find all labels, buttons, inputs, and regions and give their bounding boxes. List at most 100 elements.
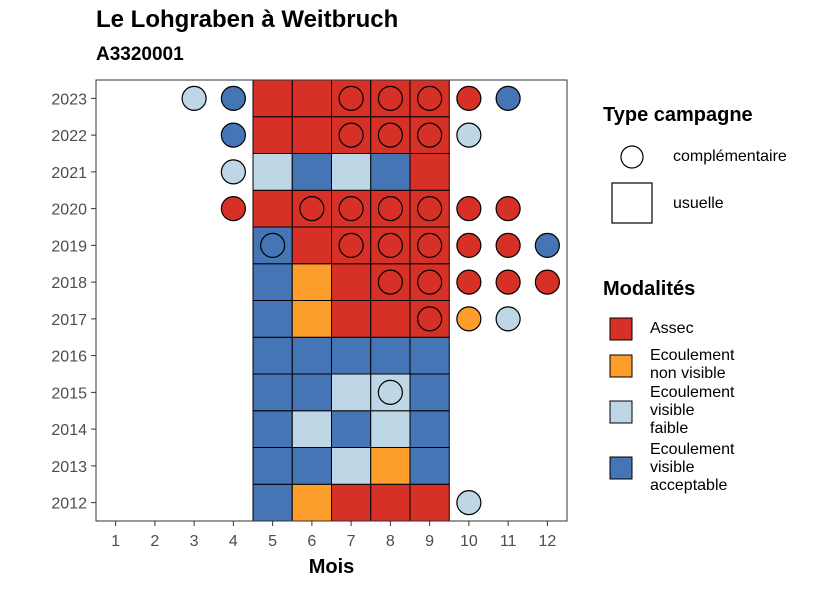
campaign-marker <box>495 269 521 295</box>
campaign-marker <box>456 306 482 332</box>
y-tick-label: 2014 <box>51 422 87 439</box>
x-tick-label: 5 <box>268 533 277 550</box>
legend-color-swatch <box>609 317 633 341</box>
campaign-marker <box>456 85 482 111</box>
y-tick-label: 2016 <box>51 349 87 366</box>
legend-color-swatch <box>609 354 633 378</box>
heatmap-cell <box>291 336 332 375</box>
heatmap-cell <box>291 263 332 301</box>
campaign-marker <box>338 196 364 222</box>
legend-complementaire-label: complémentaire <box>673 148 787 165</box>
heatmap-cell <box>409 483 450 522</box>
heatmap-cell <box>252 153 293 191</box>
heatmap-cell <box>291 300 332 338</box>
x-tick-label: 8 <box>386 533 395 550</box>
heatmap-cell <box>409 373 450 412</box>
heatmap-cell <box>291 226 332 265</box>
legend-color-swatch <box>609 400 633 424</box>
complementary-campaign-markers <box>181 85 560 516</box>
x-tick-label: 6 <box>307 533 316 550</box>
heatmap-cell <box>252 483 293 522</box>
legend-color-swatch <box>609 456 633 480</box>
legend-shapes <box>609 145 653 480</box>
heatmap-cell <box>331 336 372 375</box>
campaign-marker <box>456 232 482 258</box>
heatmap-cell <box>331 300 372 338</box>
legend-ecoulement-visible-acceptable-label: Ecoulement visible acceptable <box>650 441 735 495</box>
campaign-marker <box>299 196 325 222</box>
legend-ecoulement-non-visible-label: Ecoulement non visible <box>650 347 735 383</box>
heatmap-cell <box>252 300 293 338</box>
x-tick-label: 7 <box>347 533 356 550</box>
campaign-marker <box>456 122 482 148</box>
heatmap-cell <box>409 410 450 448</box>
heatmap-cell <box>291 79 332 118</box>
heatmap-cell <box>370 300 411 338</box>
x-tick-label: 10 <box>460 533 478 550</box>
heatmap-cell <box>252 336 293 375</box>
legend-assec-line: Assec <box>650 320 694 337</box>
heatmap-cell <box>291 483 332 522</box>
heatmap-cell <box>331 373 372 412</box>
legend-modalites-title: Modalités <box>603 278 696 300</box>
legend-line: visible <box>650 459 695 476</box>
heatmap-cell <box>331 410 372 448</box>
campaign-marker <box>417 122 443 148</box>
heatmap-cell <box>409 336 450 375</box>
campaign-marker <box>495 196 521 222</box>
campaign-marker <box>456 269 482 295</box>
heatmap-cell <box>331 263 372 301</box>
heatmap-cell <box>331 483 372 522</box>
heatmap-cell <box>370 483 411 522</box>
legend-ecoulement-visible-faible-label: Ecoulement visible faible <box>650 384 735 438</box>
heatmap-cell <box>370 410 411 448</box>
campaign-marker <box>377 122 403 148</box>
campaign-marker <box>377 232 403 258</box>
campaign-marker <box>417 85 443 111</box>
y-tick-label: 2013 <box>51 459 87 476</box>
campaign-marker <box>338 122 364 148</box>
campaign-marker <box>377 269 403 295</box>
x-tick-label: 9 <box>425 533 434 550</box>
y-tick-label: 2018 <box>51 275 87 292</box>
x-tick-label: 11 <box>500 533 517 550</box>
heatmap-cell <box>252 116 293 154</box>
campaign-marker <box>377 196 403 222</box>
campaign-marker <box>377 379 403 405</box>
legend-circle-swatch <box>620 145 644 169</box>
y-tick-label: 2012 <box>51 496 87 513</box>
legend-line: non visible <box>650 365 726 382</box>
campaign-marker <box>417 232 443 258</box>
campaign-marker <box>338 232 364 258</box>
heatmap-cell <box>252 447 293 485</box>
y-tick-label: 2017 <box>51 312 87 329</box>
heatmap-cell <box>331 447 372 485</box>
heatmap-cell <box>252 410 293 448</box>
campaign-marker <box>456 196 482 222</box>
campaign-marker <box>495 232 521 258</box>
heatmap-cell <box>291 373 332 412</box>
legend-type-title: Type campagne <box>603 104 753 126</box>
chart-title: Le Lohgraben à Weitbruch <box>96 6 399 33</box>
heatmap-cell <box>291 153 332 191</box>
heatmap-cell <box>252 79 293 118</box>
heatmap-cell <box>291 116 332 154</box>
heatmap-cell <box>291 447 332 485</box>
x-axis-label: Mois <box>309 556 355 578</box>
chart-subtitle: A3320001 <box>96 44 184 65</box>
campaign-marker <box>417 306 443 332</box>
heatmap-cell <box>331 153 372 191</box>
campaign-marker <box>417 196 443 222</box>
legend-line: visible <box>650 402 695 419</box>
heatmap-cell <box>409 153 450 191</box>
campaign-marker <box>220 122 246 148</box>
heatmap-cell <box>291 410 332 448</box>
x-tick-label: 3 <box>190 533 199 550</box>
y-tick-label: 2020 <box>51 202 87 219</box>
campaign-marker <box>220 196 246 222</box>
heatmap-cell <box>370 336 411 375</box>
legend-line: faible <box>650 420 689 437</box>
heatmap-cell <box>409 447 450 485</box>
heatmap-cell <box>252 373 293 412</box>
